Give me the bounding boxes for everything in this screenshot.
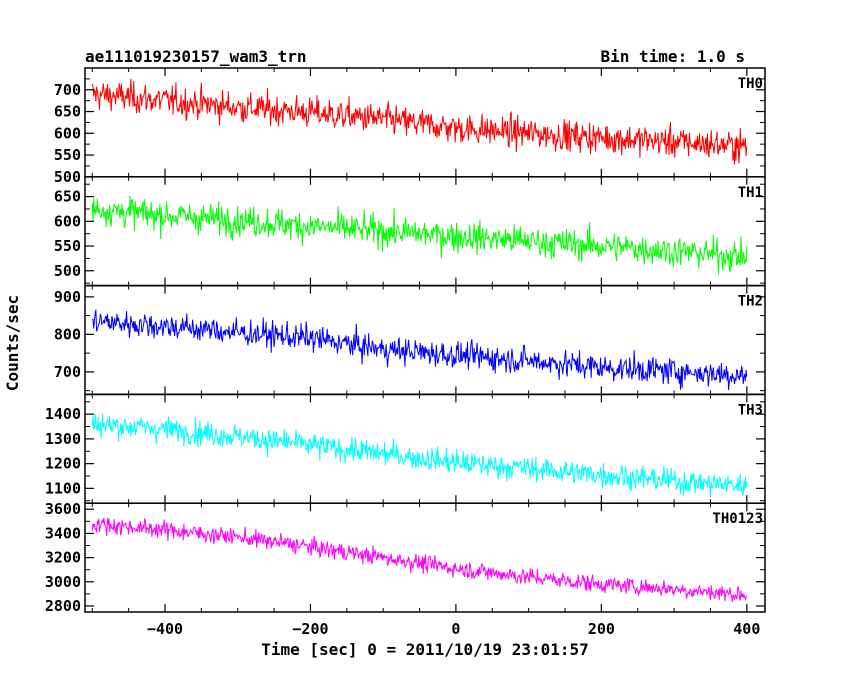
y-tick-label: 2800: [45, 597, 81, 615]
y-tick-label: 500: [54, 262, 81, 280]
panel-th2: 700 800 900 TH2: [54, 284, 766, 396]
y-tick-label: 600: [54, 212, 81, 230]
y-tick-label: 1100: [45, 479, 81, 497]
y-tick-label: 1200: [45, 455, 81, 473]
panel-th3: 1100 1200 1300 1400 TH3: [45, 393, 766, 504]
y-tick-label: 550: [54, 146, 81, 164]
x-tick-label: 400: [733, 620, 760, 638]
series-line-th3: [91, 413, 748, 498]
y-tick-label: 500: [54, 168, 81, 186]
y-axis-label: Counts/sec: [3, 295, 22, 391]
x-tick-label: 200: [588, 620, 615, 638]
y-tick-label: 3400: [45, 524, 81, 542]
y-tick-label: 800: [54, 325, 81, 343]
series-line-th1: [91, 195, 748, 275]
panel-label-th1: TH1: [738, 185, 763, 201]
panel-label-th2: TH2: [738, 294, 763, 310]
panel-label-th3: TH3: [738, 402, 763, 418]
x-tick-label: 0: [451, 620, 460, 638]
panel-label-th0123: TH0123: [712, 511, 763, 527]
x-tick-label: −400: [147, 620, 183, 638]
panel-th1: 500 550 600 650 TH1: [54, 176, 766, 287]
panel-frame: [84, 393, 766, 504]
panels-group: 500 550 600 650 700 TH0 500 550 600 650 TH1 700 800 9…: [45, 67, 766, 615]
y-tick-label: 1400: [45, 405, 81, 423]
x-axis-label: Time [sec] 0 = 2011/10/19 23:01:57: [261, 640, 589, 659]
y-tick-label: 550: [54, 237, 81, 255]
y-tick-label: 1300: [45, 430, 81, 448]
series-line-th2: [92, 309, 748, 391]
y-tick-label: 3200: [45, 549, 81, 567]
y-tick-label: 700: [54, 363, 81, 381]
chart-title: ae111019230157_wam3_trn: [85, 47, 307, 66]
series-line-th0: [91, 78, 748, 165]
panel-label-th0: TH0: [738, 76, 763, 92]
y-tick-label: 700: [54, 81, 81, 99]
panel-th0: 500 550 600 650 700 TH0: [54, 67, 766, 186]
y-tick-label: 3600: [45, 500, 81, 518]
x-tick-label: −200: [292, 620, 328, 638]
x-axis: −400 −200 0 200 400: [147, 620, 760, 638]
panel-th0123: 2800 3000 3200 3400 3600 TH0123: [45, 500, 766, 615]
bin-time-label: Bin time: 1.0 s: [601, 47, 746, 66]
y-tick-label: 650: [54, 103, 81, 121]
y-tick-label: 900: [54, 288, 81, 306]
y-tick-label: 600: [54, 124, 81, 142]
y-tick-label: 3000: [45, 573, 81, 591]
series-line-th0123: [91, 517, 748, 603]
y-tick-label: 650: [54, 188, 81, 206]
